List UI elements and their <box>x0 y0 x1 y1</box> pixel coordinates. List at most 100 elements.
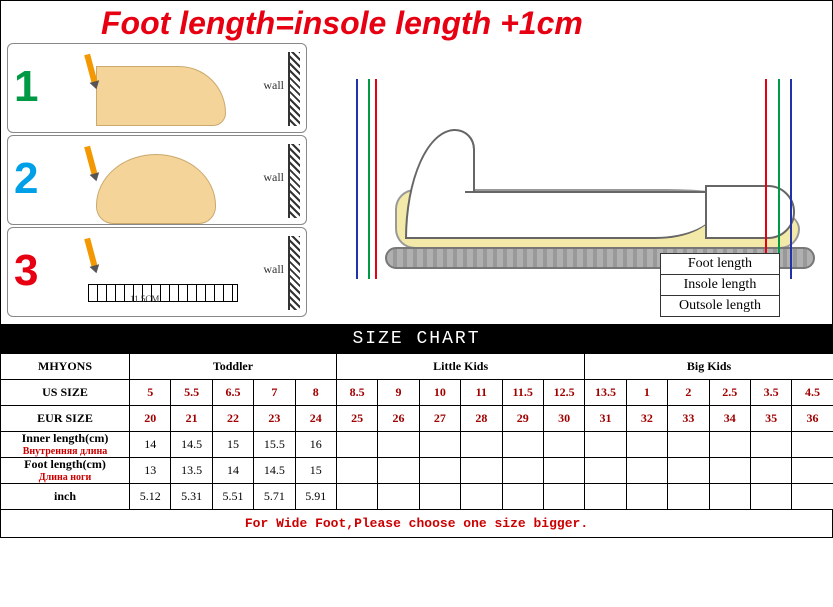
inch-row: inch 5.125.315.515.715.91 <box>1 484 833 510</box>
ruler-icon <box>88 284 238 302</box>
formula-title: Foot length=insole length +1cm <box>101 5 583 42</box>
size-cell: 24 <box>295 406 336 432</box>
us-size-label: US SIZE <box>1 380 130 406</box>
size-cell <box>461 458 502 484</box>
foot-length-label: Foot length(cm) Длина ноги <box>1 458 130 484</box>
size-cell: 8.5 <box>336 380 377 406</box>
inch-label: inch <box>1 484 130 510</box>
size-cell <box>709 458 750 484</box>
size-cell: 14 <box>212 458 253 484</box>
size-cell <box>419 432 460 458</box>
size-cell: 15 <box>295 458 336 484</box>
size-cell <box>336 432 377 458</box>
size-cell: 7 <box>254 380 295 406</box>
size-cell <box>543 484 584 510</box>
size-cell <box>626 458 667 484</box>
size-cell <box>336 458 377 484</box>
eur-size-row: EUR SIZE 2021222324252627282930313233343… <box>1 406 833 432</box>
size-cell <box>709 484 750 510</box>
size-chart-table: MHYONS Toddler Little Kids Big Kids US S… <box>0 353 833 510</box>
size-cell: 34 <box>709 406 750 432</box>
size-cell: 13 <box>130 458 171 484</box>
size-cell: 5.71 <box>254 484 295 510</box>
length-legend: Foot length Insole length Outsole length <box>660 254 780 317</box>
size-cell: 31 <box>585 406 626 432</box>
pencil-icon <box>84 146 98 177</box>
wall-label: wall <box>263 78 284 93</box>
size-cell: 1 <box>626 380 667 406</box>
size-cell <box>336 484 377 510</box>
size-cell: 23 <box>254 406 295 432</box>
legend-foot: Foot length <box>660 253 780 275</box>
size-chart-title: SIZE CHART <box>0 325 833 353</box>
foot-line-right <box>765 79 767 279</box>
size-cell: 15.5 <box>254 432 295 458</box>
size-cell: 2 <box>668 380 709 406</box>
step-number-1: 1 <box>14 62 38 112</box>
step-number-3: 3 <box>14 246 38 296</box>
size-cell: 28 <box>461 406 502 432</box>
size-cell <box>750 484 791 510</box>
size-cell: 16 <box>295 432 336 458</box>
size-cell: 14.5 <box>171 432 212 458</box>
eur-size-label: EUR SIZE <box>1 406 130 432</box>
size-cell <box>668 458 709 484</box>
size-cell <box>668 484 709 510</box>
insole-line-right <box>778 79 780 279</box>
size-cell <box>378 458 419 484</box>
size-cell <box>378 484 419 510</box>
size-cell: 5.51 <box>212 484 253 510</box>
size-cell <box>750 432 791 458</box>
size-cell <box>585 432 626 458</box>
size-chart-panel: SIZE CHART MHYONS Toddler Little Kids Bi… <box>0 325 833 538</box>
size-cell: 13.5 <box>171 458 212 484</box>
size-cell <box>502 458 543 484</box>
size-cell: 14.5 <box>254 458 295 484</box>
size-cell: 21 <box>171 406 212 432</box>
group-big-kids: Big Kids <box>585 354 833 380</box>
group-toddler: Toddler <box>130 354 337 380</box>
foot-length-row: Foot length(cm) Длина ноги 1313.51414.51… <box>1 458 833 484</box>
legend-insole: Insole length <box>660 274 780 296</box>
step-1: 1 wall <box>7 43 307 133</box>
size-cell: 22 <box>212 406 253 432</box>
size-cell: 32 <box>626 406 667 432</box>
measure-steps: 1 wall 2 wall 3 11.5CM wa <box>7 43 307 319</box>
size-cell: 8 <box>295 380 336 406</box>
size-cell <box>792 458 833 484</box>
size-cell <box>792 484 833 510</box>
size-cell: 9 <box>378 380 419 406</box>
foot-length-ru: Длина ноги <box>1 472 129 483</box>
size-cell: 13.5 <box>585 380 626 406</box>
group-little-kids: Little Kids <box>336 354 584 380</box>
shoe-cross-section: Foot length Insole length Outsole length <box>320 49 820 319</box>
inner-length-label: Inner length(cm) Внутренняя длина <box>1 432 130 458</box>
size-cell: 5.5 <box>171 380 212 406</box>
size-cell: 12.5 <box>543 380 584 406</box>
size-cell <box>585 484 626 510</box>
size-cell: 20 <box>130 406 171 432</box>
size-cell: 33 <box>668 406 709 432</box>
inner-length-text: Inner length(cm) <box>22 431 109 445</box>
size-cell: 30 <box>543 406 584 432</box>
size-cell <box>750 458 791 484</box>
size-cell: 5.31 <box>171 484 212 510</box>
size-cell: 5.12 <box>130 484 171 510</box>
size-cell: 36 <box>792 406 833 432</box>
size-cell <box>502 432 543 458</box>
size-cell: 29 <box>502 406 543 432</box>
size-cell <box>419 484 460 510</box>
size-cell <box>419 458 460 484</box>
size-cell: 11 <box>461 380 502 406</box>
wall-icon <box>288 144 300 218</box>
wall-label: wall <box>263 170 284 185</box>
wall-icon <box>288 52 300 126</box>
outsole-line-right <box>790 79 792 279</box>
size-cell: 5.91 <box>295 484 336 510</box>
toe-shape <box>705 185 795 239</box>
measurement-diagram-panel: Foot length=insole length +1cm 1 wall 2 … <box>0 0 833 325</box>
inner-length-ru: Внутренняя длина <box>1 446 129 457</box>
group-header-row: MHYONS Toddler Little Kids Big Kids <box>1 354 833 380</box>
arch-shape <box>465 191 715 239</box>
size-cell: 26 <box>378 406 419 432</box>
